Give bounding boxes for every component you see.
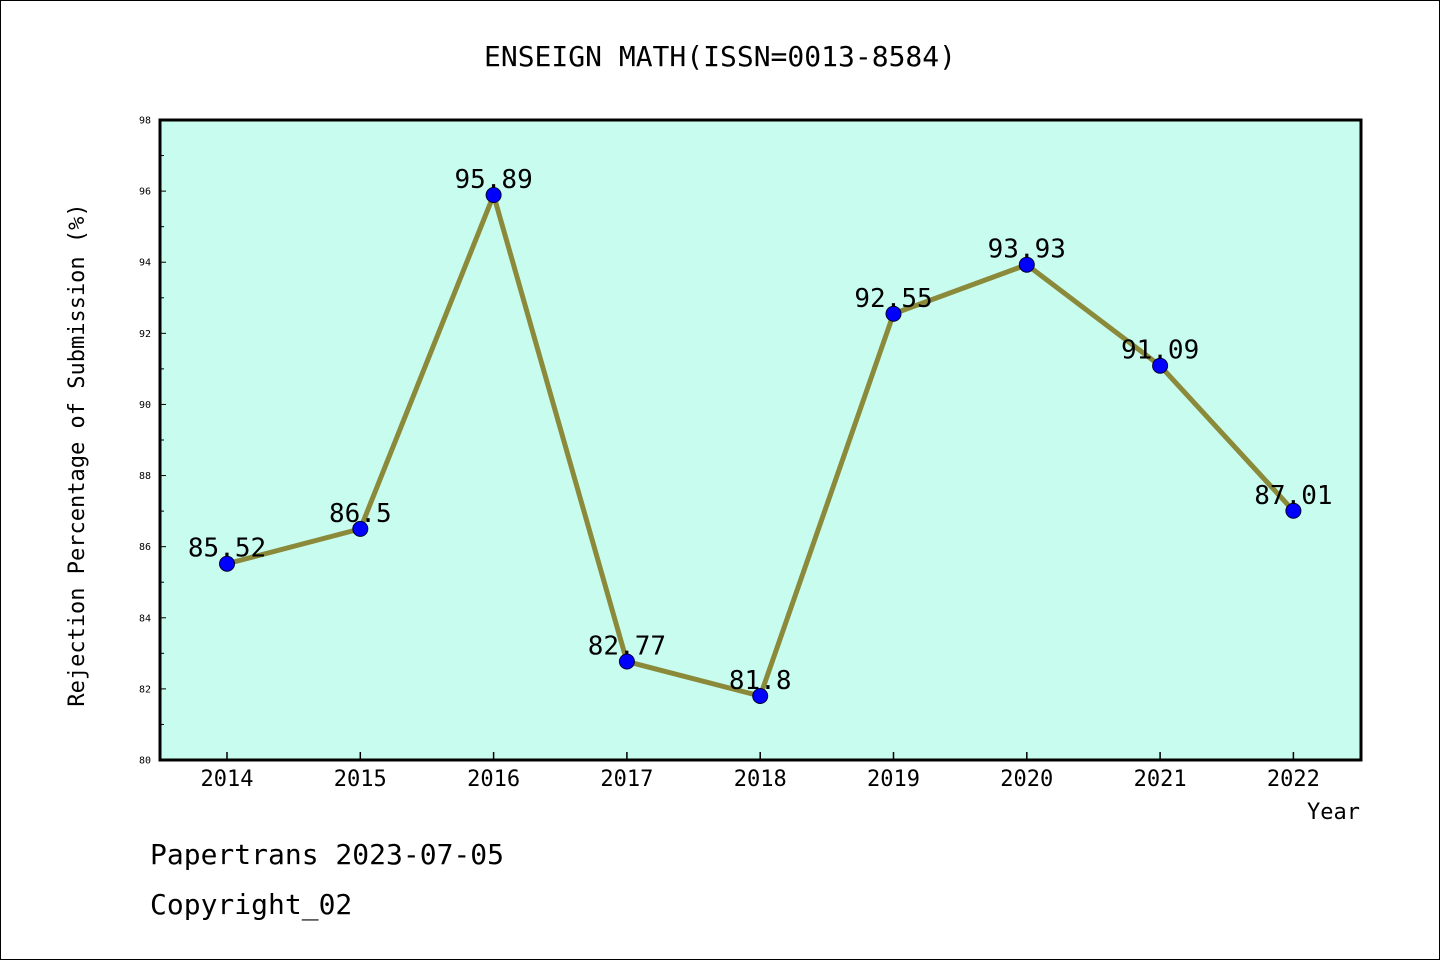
x-tick-label: 2022 <box>1267 767 1320 792</box>
data-point-label: 82.77 <box>588 632 666 662</box>
x-tick-label: 2016 <box>467 767 520 792</box>
y-axis: 80 82 84 86 88 90 92 94 96 98 <box>139 116 166 767</box>
plot-area <box>158 118 1363 762</box>
series-markers <box>219 187 1302 704</box>
data-point-marker <box>485 187 502 204</box>
data-point-marker <box>1152 357 1169 374</box>
x-tick-label: 2017 <box>600 767 653 792</box>
y-tick-label: 86 <box>139 542 151 553</box>
data-point-label: 93.93 <box>988 235 1066 265</box>
data-point-label: 92.55 <box>854 284 932 314</box>
x-tick-label: 2019 <box>867 767 920 792</box>
y-axis-label: Rejection Percentage of Submission (%) <box>65 203 90 706</box>
data-point-label: 87.01 <box>1254 481 1332 511</box>
footer-copyright: Copyright_02 <box>150 888 352 922</box>
chart-title: ENSEIGN MATH(ISSN=0013-8584) <box>484 40 956 73</box>
x-axis: 2014 2015 2016 2017 2018 2019 2020 2021 2022 <box>201 752 1320 792</box>
y-tick-label: 80 <box>139 756 151 767</box>
y-tick-label: 94 <box>139 258 151 269</box>
y-tick-label: 96 <box>139 187 151 198</box>
x-axis-label: Year <box>1307 800 1360 825</box>
y-tick-label: 88 <box>139 471 151 482</box>
data-point-label: 91.09 <box>1121 336 1199 366</box>
x-tick-label: 2021 <box>1134 767 1187 792</box>
y-tick-label: 92 <box>139 329 151 340</box>
x-tick-label: 2014 <box>201 767 254 792</box>
data-point-marker <box>1285 502 1302 519</box>
x-tick-label: 2015 <box>334 767 387 792</box>
data-point-marker <box>885 305 902 322</box>
data-point-marker <box>618 653 635 670</box>
y-tick-label: 84 <box>139 613 151 624</box>
data-point-marker <box>352 520 369 537</box>
data-point-label: 81.8 <box>729 666 792 696</box>
x-tick-label: 2018 <box>734 767 787 792</box>
data-point-marker <box>219 555 235 572</box>
data-point-label: 85.52 <box>188 534 266 564</box>
data-point-marker <box>752 688 769 704</box>
footer-date: Papertrans 2023-07-05 <box>150 838 504 871</box>
data-labels: 85.52 86.5 95.89 82.77 81.8 92.55 93.93 91.09 87… <box>188 165 1333 696</box>
x-tick-label: 2020 <box>1000 767 1053 792</box>
y-tick-label: 82 <box>139 684 151 695</box>
data-point-label: 86.5 <box>329 499 392 529</box>
data-point-label: 95.89 <box>454 165 532 195</box>
y-tick-label: 98 <box>139 116 151 127</box>
data-point-marker <box>1018 256 1035 273</box>
y-tick-label: 90 <box>139 400 151 411</box>
